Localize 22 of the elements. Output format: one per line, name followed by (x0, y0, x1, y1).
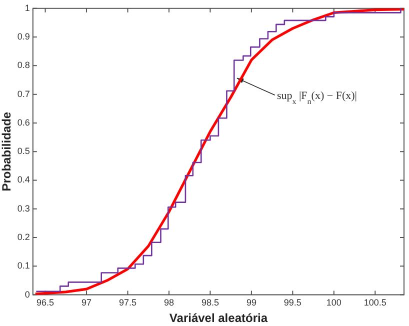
x-tick-label: 97 (82, 298, 92, 308)
y-tick-label: 0.5 (17, 146, 30, 156)
x-tick-label: 97.5 (118, 298, 137, 308)
x-tick-label: 98 (164, 298, 174, 308)
y-tick-label: 0.1 (17, 260, 30, 271)
y-tick-label: 0.9 (17, 32, 30, 42)
y-axis-title: Probabilidade (0, 112, 14, 192)
x-tick-label: 99 (246, 298, 256, 308)
x-tick-label: 98.5 (201, 298, 219, 308)
y-tick-label: 0 (24, 289, 30, 300)
y-tick-label: 0.6 (17, 117, 30, 128)
y-tick-label: 0.8 (17, 60, 30, 70)
y-tick-label: 0.2 (17, 232, 30, 242)
x-tick-label: 96.5 (36, 298, 54, 308)
y-tick-label: 1 (24, 2, 30, 13)
x-tick-label: 100 (326, 298, 342, 308)
x-tick-label: 99.5 (284, 298, 302, 308)
y-tick-label: 0.3 (17, 203, 30, 214)
y-tick-label: 0.4 (17, 174, 30, 185)
x-tick-label: 100.5 (364, 298, 386, 308)
x-axis-title: Variável aleatória (169, 311, 268, 326)
y-tick-label: 0.7 (17, 88, 30, 99)
